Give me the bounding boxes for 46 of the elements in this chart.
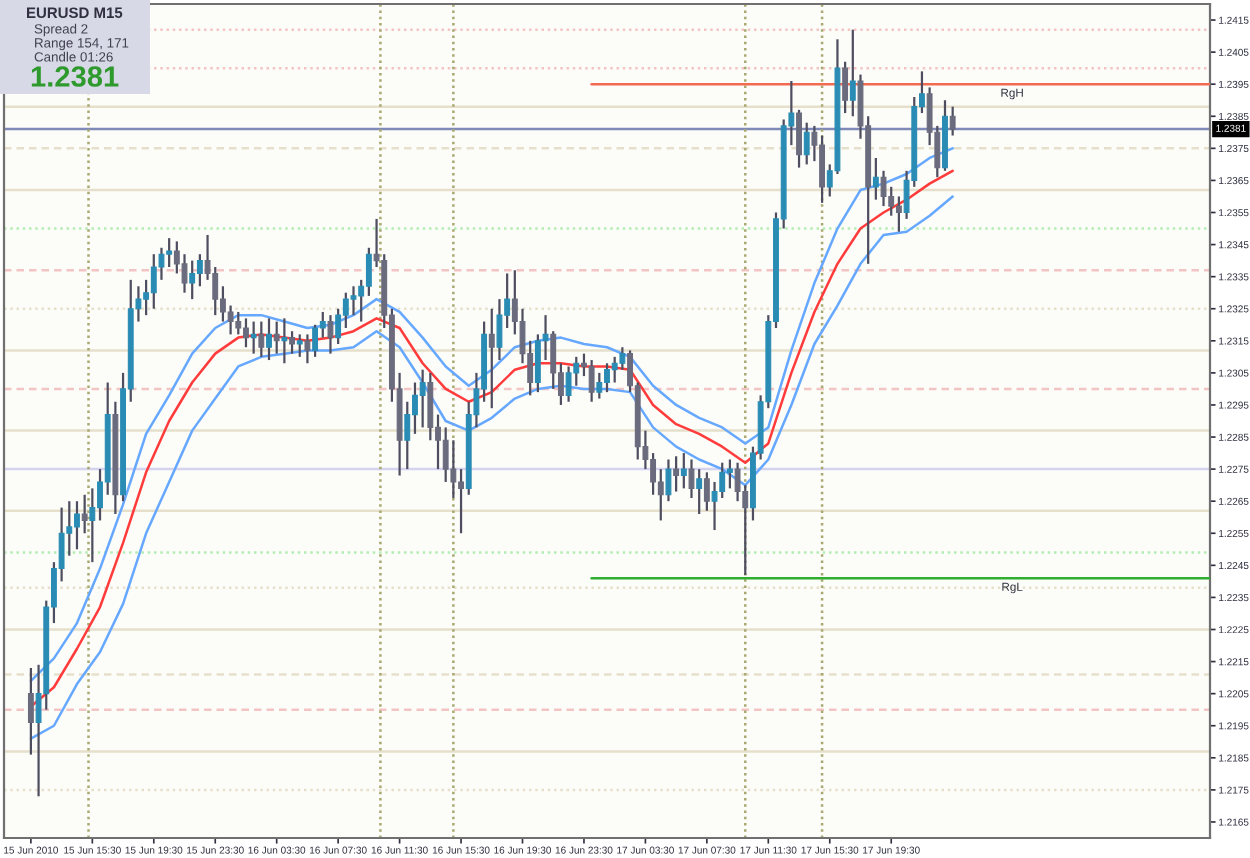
candlestick (327, 314, 334, 355)
candlestick (488, 307, 495, 410)
candlestick (803, 121, 810, 166)
candlestick (565, 365, 572, 403)
candlestick (872, 156, 879, 201)
candlestick (273, 320, 280, 355)
candlestick (81, 493, 88, 535)
candlestick (196, 253, 203, 288)
candlestick (796, 108, 802, 169)
candlestick (895, 195, 902, 233)
candlestick (74, 500, 80, 551)
candlestick (673, 455, 680, 493)
candlestick (258, 320, 265, 358)
candlestick (27, 666, 34, 756)
candlestick (849, 28, 856, 118)
candlestick (304, 333, 311, 365)
candlestick (696, 468, 703, 516)
candlestick (235, 310, 242, 336)
candlestick (427, 371, 434, 442)
candlestick (611, 355, 618, 384)
candlestick (150, 253, 157, 310)
candlestick (342, 291, 349, 330)
candlestick (880, 169, 887, 208)
candlestick (189, 259, 196, 301)
candlestick (312, 323, 319, 358)
candlestick (458, 468, 464, 535)
candlestick (588, 358, 595, 403)
candlestick (596, 371, 603, 400)
candlestick (726, 458, 733, 490)
candlestick (412, 381, 418, 435)
annotation: 1.2381 (31, 66, 119, 87)
candlestick (404, 400, 411, 471)
candlestick (266, 317, 272, 362)
candlestick (243, 317, 249, 349)
candlestick (289, 330, 295, 355)
candlestick (296, 333, 303, 358)
candlestick (419, 368, 426, 429)
candlestick (250, 320, 257, 355)
candlestick (842, 60, 849, 115)
candlestick (819, 134, 826, 204)
candlestick (281, 317, 288, 365)
candlestick (227, 304, 234, 336)
candlestick (680, 451, 687, 490)
candlestick (89, 487, 96, 564)
candlestick (604, 362, 610, 394)
candlestick (949, 105, 956, 137)
